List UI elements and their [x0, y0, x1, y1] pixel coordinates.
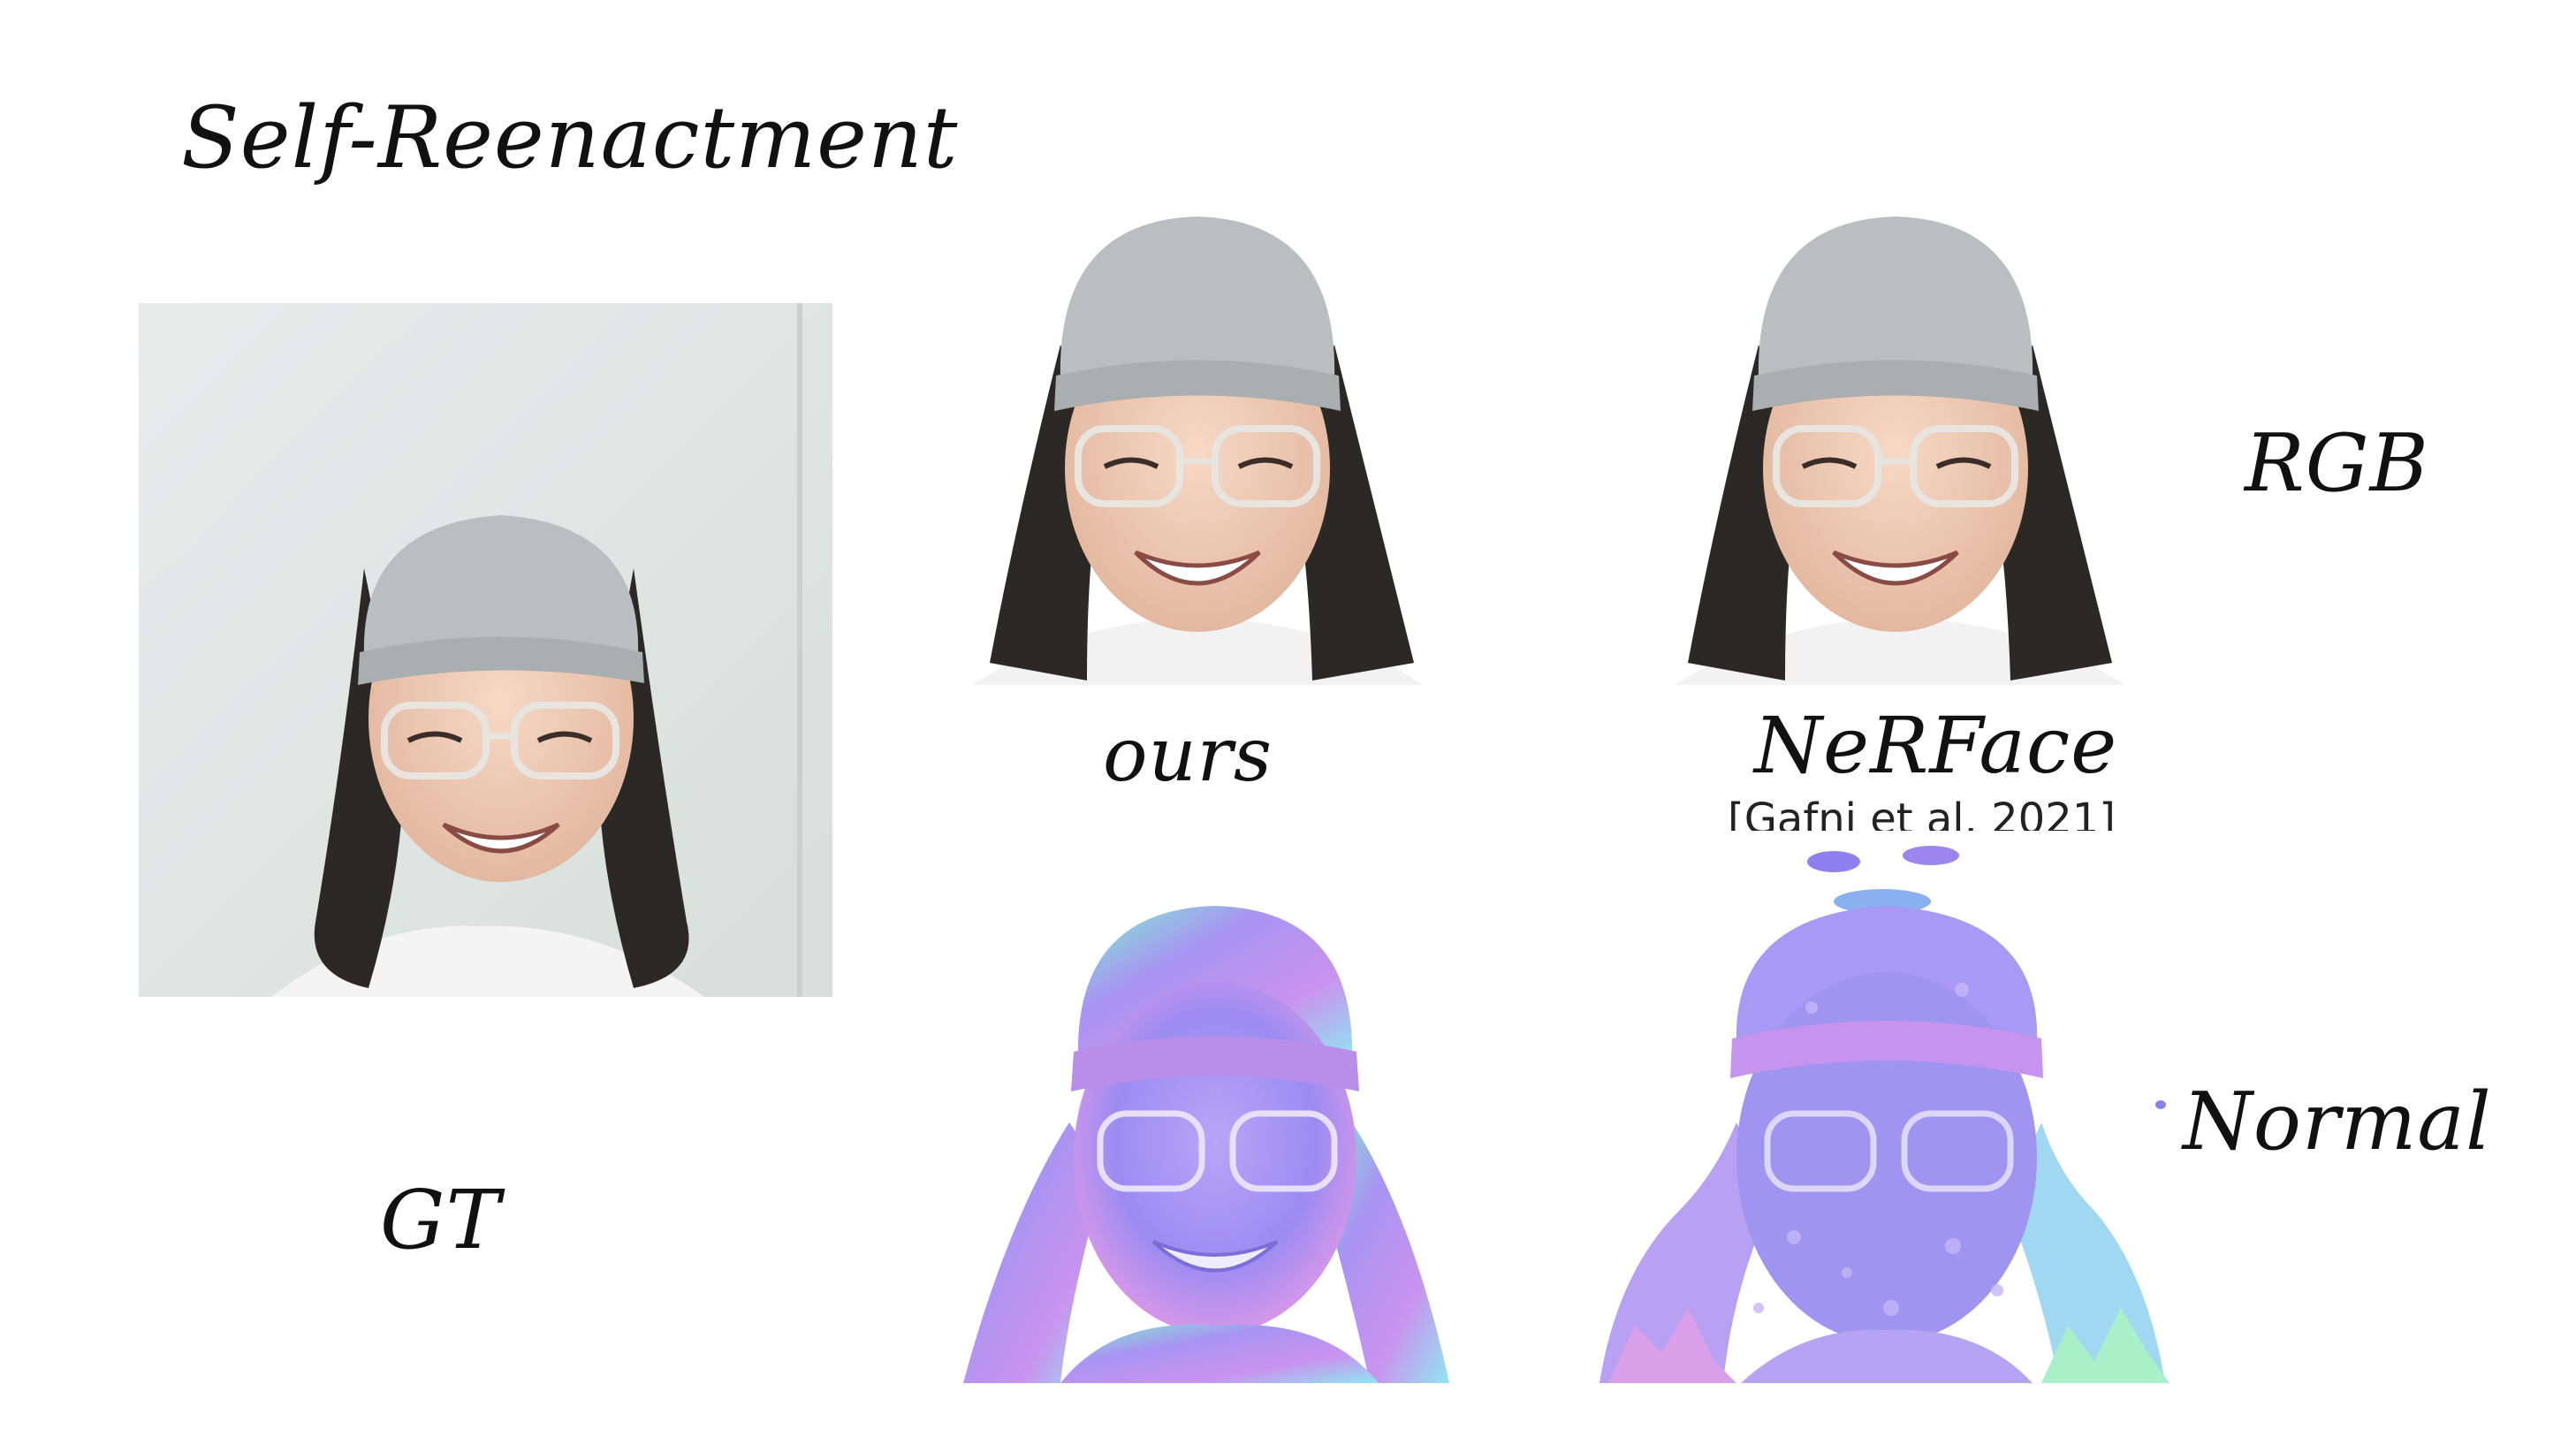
- ours-rgb-render: [954, 203, 1440, 685]
- nerface-label: NeRFace: [1754, 700, 2118, 791]
- nerface-rgb-render: [1648, 203, 2143, 685]
- normal-row-label: Normal: [2183, 1076, 2492, 1168]
- ours-normal-render: [954, 901, 1467, 1383]
- gt-photo: [139, 303, 832, 997]
- rgb-row-label: RGB: [2245, 417, 2429, 510]
- ours-label: ours: [1103, 711, 1273, 798]
- slide-title: Self-Reenactment: [181, 88, 959, 187]
- nerface-normal-image: [1582, 831, 2192, 1383]
- ours-rgb-image: [954, 203, 1440, 685]
- gt-label: GT: [380, 1173, 501, 1267]
- nerface-rgb-image: [1648, 203, 2143, 685]
- ours-normal-image: [954, 901, 1467, 1383]
- nerface-normal-render: [1582, 831, 2192, 1383]
- gt-photo-image: [139, 303, 832, 997]
